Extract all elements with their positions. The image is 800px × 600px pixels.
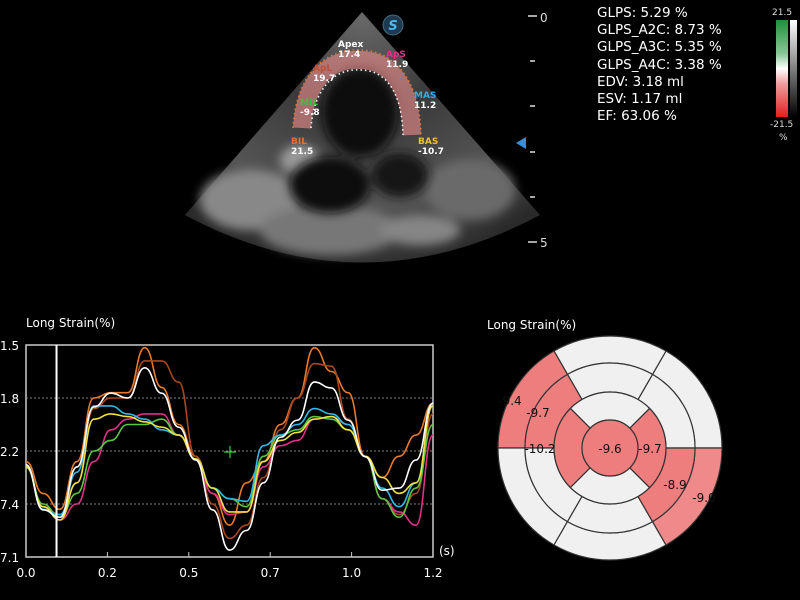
metric-glps-a2c: GLPS_A2C: 8.73 % — [597, 22, 722, 39]
x-tick-label: 0.0 — [16, 566, 35, 580]
metric-ef: EF: 63.06 % — [597, 108, 677, 125]
metric-glps: GLPS: 5.29 % — [597, 5, 688, 21]
colorbar-unit: % — [779, 133, 788, 143]
segment-value-inner-left: -10.2 — [524, 442, 555, 456]
depth-scale — [528, 15, 537, 243]
segment-value-inner-right: -9.7 — [638, 442, 661, 456]
x-tick-label: 0.7 — [261, 566, 280, 580]
segment-label-bas: BAS -10.7 — [418, 137, 444, 157]
crosshair-icon — [224, 446, 236, 458]
depth-bottom-label: 5 — [540, 236, 548, 250]
colorbar-min: -21.5 — [770, 120, 794, 130]
tissue-speckle — [200, 145, 515, 255]
echo-image: S — [185, 12, 540, 263]
metrics-panel: GLPS: 5.29 % GLPS_A2C: 8.73 % GLPS_A3C: … — [597, 5, 722, 125]
chart-title: Long Strain(%) — [26, 316, 116, 330]
x-tick-label: 1.0 — [342, 566, 361, 580]
metric-glps-a3c: GLPS_A3C: 5.35 % — [597, 39, 722, 56]
grayscale-bar — [790, 20, 797, 117]
segment-label-aps: ApS 11.9 — [386, 50, 409, 70]
apex-segment — [581, 419, 639, 477]
colorbar-max: 21.5 — [772, 8, 793, 18]
x-tick-label: 1.2 — [423, 566, 442, 580]
x-tick-label: 0.5 — [179, 566, 198, 580]
cavity — [290, 67, 428, 213]
bullseye-plot: -9.4 -9.7 -10.2 -9.6 -9.7 -8.9 -9.0 — [497, 335, 723, 561]
segment-label-apl: ApL 19.7 — [313, 64, 336, 84]
strain-colorbar — [776, 20, 788, 117]
segment-label-apex: Apex 17.4 — [338, 40, 364, 60]
metric-esv: ESV: 1.17 ml — [597, 91, 683, 108]
segment-value-outer-upper-left: -9.4 — [498, 394, 521, 408]
y-tick-label: 1.5 — [0, 339, 19, 353]
x-axis-unit: (s) — [439, 544, 455, 558]
strain-curve-6 — [25, 366, 434, 551]
segment-value-outer-lower-right: -9.0 — [692, 491, 715, 505]
y-tick-label: 2.2 — [0, 445, 19, 459]
segment-value-apex: -9.6 — [598, 442, 621, 456]
bullseye-title: Long Strain(%) — [487, 318, 577, 332]
logo-s: S — [388, 19, 397, 34]
segment-label-mas: MAS 11.2 — [414, 91, 437, 111]
metric-glps-a4c: GLPS_A4C: 3.38 % — [597, 56, 722, 73]
depth-top-label: 0 — [540, 11, 548, 25]
myocardium-roi — [293, 50, 421, 136]
segment-label-bil: BIL 21.5 — [291, 137, 314, 157]
segment-value-mid-lower-right: -8.9 — [663, 478, 686, 492]
focus-marker-icon[interactable] — [516, 137, 526, 149]
x-tick-label: 0.2 — [98, 566, 117, 580]
segment-value-mid-upper-left: -9.7 — [526, 406, 549, 420]
metric-edv: EDV: 3.18 ml — [597, 73, 684, 90]
y-tick-label: 7.4 — [0, 498, 19, 512]
y-tick-label: 1.8 — [0, 392, 19, 406]
segment-label-mil: MIL -9.8 — [300, 98, 320, 118]
logo-circle — [382, 14, 404, 36]
strain-chart: 1.5 1.8 2.2 7.4 7.10.0 0.2 0.5 0.7 1.0 1.2 (s) — [0, 339, 455, 580]
y-tick-label: 7.1 — [0, 551, 19, 565]
